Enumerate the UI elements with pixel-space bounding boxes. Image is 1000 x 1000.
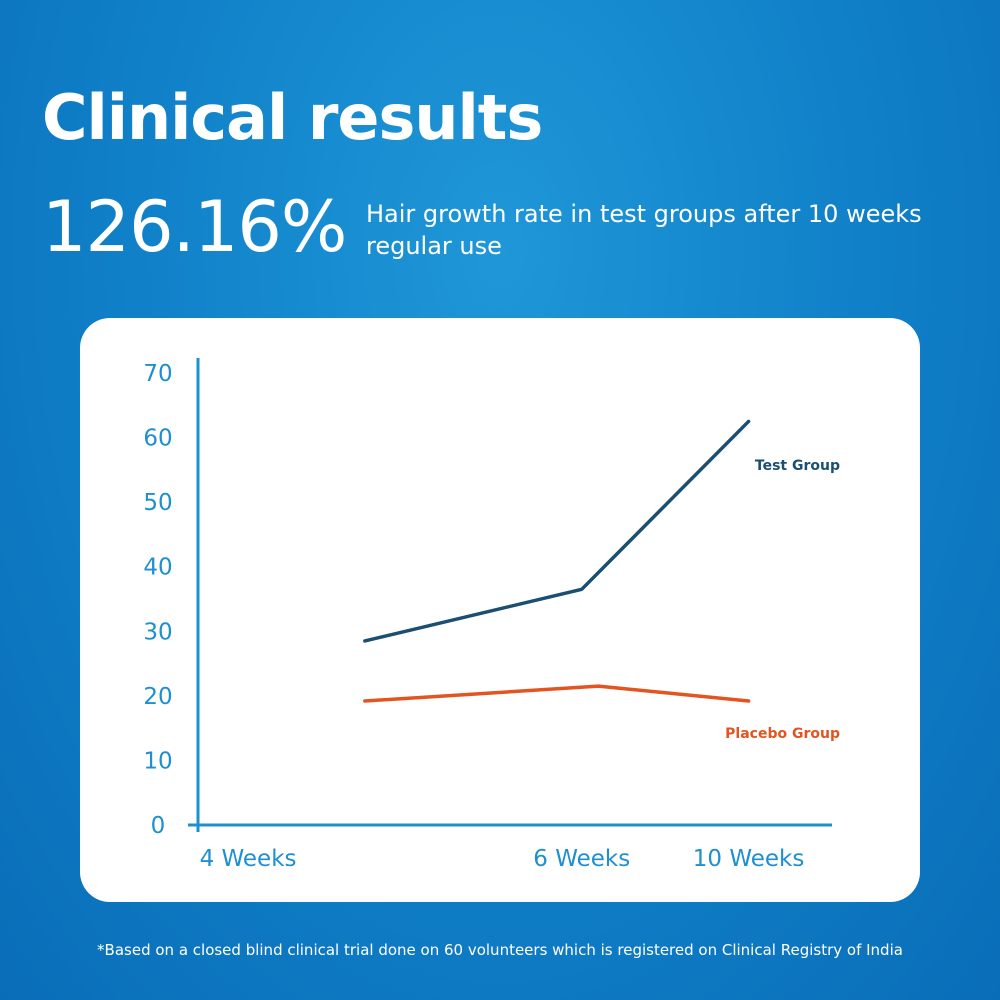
y-tick-label: 60 xyxy=(143,426,172,452)
x-tick-label: 4 Weeks xyxy=(200,846,297,872)
y-tick-label: 70 xyxy=(143,361,172,387)
x-tick-label: 10 Weeks xyxy=(693,846,805,872)
footnote: *Based on a closed blind clinical trial … xyxy=(97,941,903,959)
y-tick-label: 20 xyxy=(143,684,172,710)
page-title: Clinical results xyxy=(42,81,543,154)
y-tick-label: 50 xyxy=(143,490,172,516)
legend-label-placebo-group: Placebo Group xyxy=(725,726,840,742)
y-tick-label: 10 xyxy=(143,748,172,774)
stat-description: Hair growth rate in test groups after 10… xyxy=(366,200,922,261)
y-tick-label: 30 xyxy=(143,619,172,645)
series-line-test-group xyxy=(363,419,751,643)
y-tick-label: 40 xyxy=(143,555,172,581)
stat-value: 126.16% xyxy=(42,186,347,268)
x-tick-label: 6 Weeks xyxy=(533,846,630,872)
legend-label-test-group: Test Group xyxy=(755,458,840,474)
series-line-placebo-group xyxy=(363,684,751,703)
y-tick-label: 0 xyxy=(151,813,166,839)
